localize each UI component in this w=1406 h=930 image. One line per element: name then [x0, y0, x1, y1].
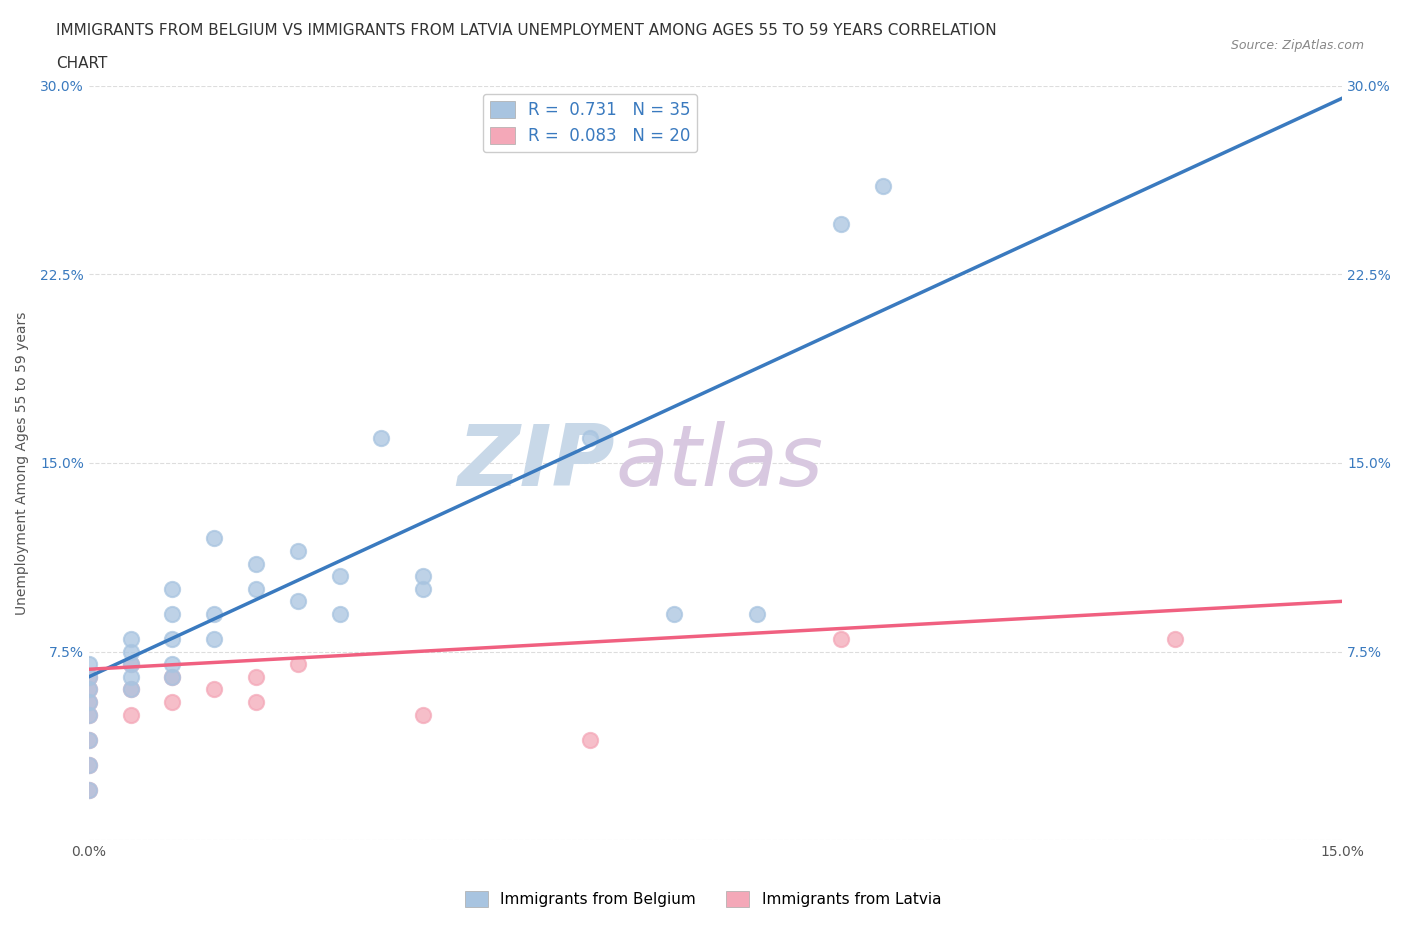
Text: atlas: atlas [616, 421, 824, 504]
Point [77, 757, 100, 772]
Point [202, 531, 225, 546]
Point [412, 707, 434, 722]
Point [1164, 631, 1187, 646]
Point [287, 657, 309, 671]
Point [245, 695, 267, 710]
Point [162, 581, 184, 596]
Point [662, 606, 685, 621]
Point [77, 657, 100, 671]
Point [328, 606, 350, 621]
Point [830, 631, 852, 646]
Point [162, 670, 184, 684]
Point [77, 670, 100, 684]
Point [77, 732, 100, 747]
Point [77, 695, 100, 710]
Point [245, 670, 267, 684]
Point [162, 657, 184, 671]
Point [77, 782, 100, 797]
Text: CHART: CHART [56, 56, 108, 71]
Point [162, 695, 184, 710]
Point [120, 631, 142, 646]
Point [120, 670, 142, 684]
Point [162, 631, 184, 646]
Point [77, 757, 100, 772]
Point [120, 657, 142, 671]
Point [579, 732, 602, 747]
Point [287, 594, 309, 609]
Point [162, 670, 184, 684]
Point [747, 606, 769, 621]
Point [162, 606, 184, 621]
Point [120, 657, 142, 671]
Point [370, 431, 392, 445]
Point [412, 581, 434, 596]
Point [872, 179, 894, 193]
Y-axis label: Unemployment Among Ages 55 to 59 years: Unemployment Among Ages 55 to 59 years [15, 312, 30, 615]
Point [202, 631, 225, 646]
Point [579, 431, 602, 445]
Text: ZIP: ZIP [458, 421, 616, 504]
Point [328, 569, 350, 584]
Point [412, 569, 434, 584]
Point [120, 682, 142, 697]
Point [202, 682, 225, 697]
Text: IMMIGRANTS FROM BELGIUM VS IMMIGRANTS FROM LATVIA UNEMPLOYMENT AMONG AGES 55 TO : IMMIGRANTS FROM BELGIUM VS IMMIGRANTS FR… [56, 23, 997, 38]
Text: Source: ZipAtlas.com: Source: ZipAtlas.com [1230, 39, 1364, 52]
Point [77, 695, 100, 710]
Point [77, 707, 100, 722]
Legend: Immigrants from Belgium, Immigrants from Latvia: Immigrants from Belgium, Immigrants from… [458, 884, 948, 913]
Point [830, 217, 852, 232]
Point [120, 644, 142, 659]
Point [245, 556, 267, 571]
Point [77, 682, 100, 697]
Point [120, 707, 142, 722]
Point [77, 732, 100, 747]
Point [120, 682, 142, 697]
Point [77, 707, 100, 722]
Point [245, 581, 267, 596]
Point [77, 782, 100, 797]
Point [287, 543, 309, 558]
Legend: R =  0.731   N = 35, R =  0.083   N = 20: R = 0.731 N = 35, R = 0.083 N = 20 [484, 94, 697, 152]
Point [77, 682, 100, 697]
Point [202, 606, 225, 621]
Point [77, 670, 100, 684]
